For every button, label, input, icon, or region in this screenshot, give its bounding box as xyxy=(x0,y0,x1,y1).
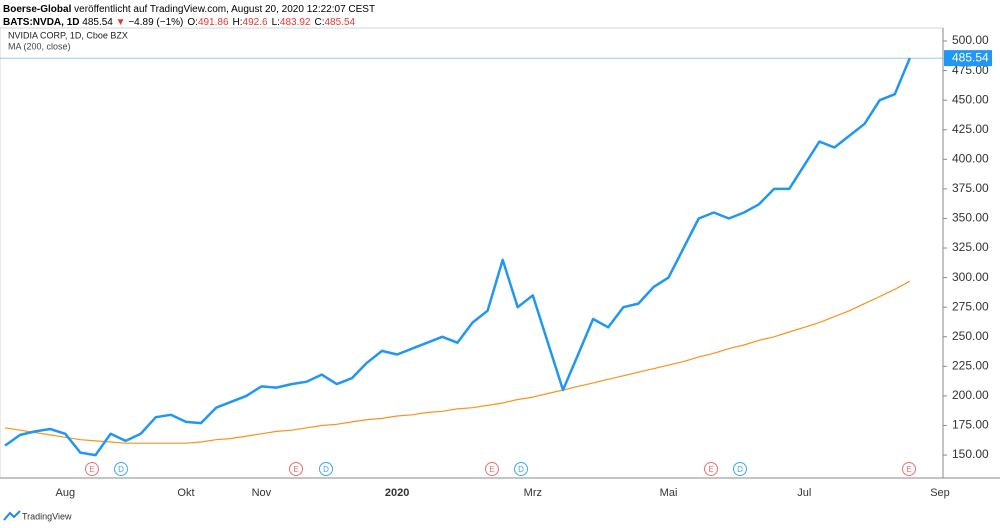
arrow: ▼ xyxy=(116,17,126,28)
y-tick-label: 200.00 xyxy=(952,388,989,402)
y-tick-label: 375.00 xyxy=(952,181,989,195)
symbol: BATS:NVDA, 1D xyxy=(3,17,79,28)
event-label: D xyxy=(323,465,329,474)
quote-line: BATS:NVDA, 1D 485.54 ▼ −4.89 (−1%) O:491.… xyxy=(3,17,356,28)
y-tick-label: 500.00 xyxy=(952,33,989,47)
x-tick-label: 2020 xyxy=(385,487,409,499)
x-tick-label: Jul xyxy=(797,487,811,499)
event-label: E xyxy=(708,465,713,474)
event-marker xyxy=(319,462,333,476)
y-tick-label: 300.00 xyxy=(952,270,989,284)
price-line xyxy=(4,57,911,457)
y-tick-label: 425.00 xyxy=(952,122,989,136)
x-tick-label: Aug xyxy=(56,487,76,499)
x-tick-label: Sep xyxy=(930,487,950,499)
y-tick-label: 475.00 xyxy=(952,63,989,77)
event-label: E xyxy=(89,465,94,474)
event-label: D xyxy=(118,465,124,474)
ohlc-value: 491.86 xyxy=(198,17,229,28)
logo-icon xyxy=(3,510,21,521)
price: 485.54 xyxy=(82,17,113,28)
x-tick-label: Okt xyxy=(177,487,194,499)
last-price-tag xyxy=(944,50,992,67)
event-marker xyxy=(114,462,128,476)
y-tick-label: 325.00 xyxy=(952,240,989,254)
x-tick-label: Mai xyxy=(660,487,678,499)
ohlc-label: C: xyxy=(315,17,325,28)
legend-instrument: NVIDIA CORP, 1D, Cboe BZX xyxy=(8,30,128,40)
y-tick-label: 150.00 xyxy=(952,447,989,461)
event-marker xyxy=(733,462,747,476)
event-label: E xyxy=(489,465,494,474)
footer-logo: TradingView xyxy=(3,510,72,521)
publisher: Boerse-Global xyxy=(3,4,72,15)
legend-indicator: MA (200, close) xyxy=(8,41,71,51)
y-tick-label: 175.00 xyxy=(952,418,989,432)
event-marker xyxy=(514,462,528,476)
header-line: Boerse-Global veröffentlicht auf Trading… xyxy=(3,4,375,15)
ohlc-value: 492.6 xyxy=(243,17,268,28)
event-marker xyxy=(704,462,718,476)
ohlc-value: 483.92 xyxy=(280,17,311,28)
ohlc-label: L: xyxy=(272,17,280,28)
ohlc-label: H: xyxy=(233,17,243,28)
ohlc-label: O: xyxy=(187,17,198,28)
x-tick-label: Nov xyxy=(252,487,272,499)
ohlc: O:491.86 H:492.6 L:483.92 C:485.54 xyxy=(187,17,355,28)
event-label: E xyxy=(293,465,298,474)
y-tick-label: 450.00 xyxy=(952,92,989,106)
ma-line xyxy=(4,280,911,444)
y-tick-label: 350.00 xyxy=(952,211,989,225)
y-tick-label: 400.00 xyxy=(952,151,989,165)
footer-brand: TradingView xyxy=(22,511,72,521)
event-label: D xyxy=(737,465,743,474)
event-marker xyxy=(289,462,303,476)
x-tick-label: Mrz xyxy=(524,487,542,499)
y-tick-label: 275.00 xyxy=(952,299,989,313)
y-tick-label: 225.00 xyxy=(952,358,989,372)
published: veröffentlicht auf TradingView.com, Augu… xyxy=(74,4,375,15)
event-marker xyxy=(85,462,99,476)
ohlc-value: 485.54 xyxy=(325,17,356,28)
event-marker xyxy=(485,462,499,476)
last-price-label: 485.54 xyxy=(952,50,989,64)
event-label: D xyxy=(518,465,524,474)
y-tick-label: 250.00 xyxy=(952,329,989,343)
event-marker xyxy=(902,462,916,476)
event-label: E xyxy=(906,465,911,474)
change: −4.89 (−1%) xyxy=(128,17,183,28)
